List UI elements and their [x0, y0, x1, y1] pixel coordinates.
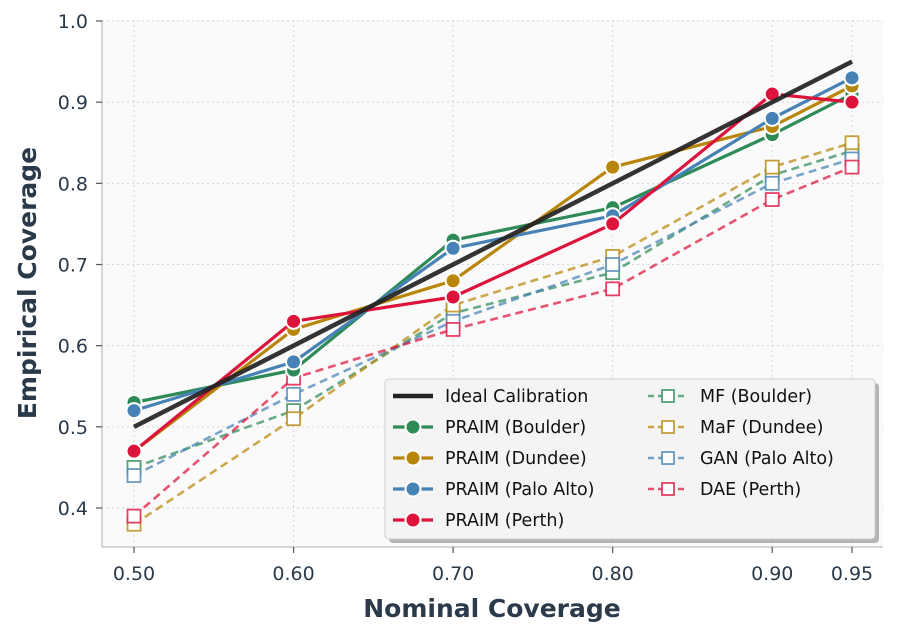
data-point — [126, 468, 142, 483]
data-point — [125, 402, 143, 420]
legend-marker — [661, 389, 675, 403]
legend-label: PRAIM (Dundee) — [445, 449, 587, 469]
legend-marker — [404, 511, 422, 529]
legend-marker — [661, 482, 675, 496]
data-point — [764, 192, 780, 207]
y-tick-label: 0.4 — [58, 498, 88, 520]
y-tick-label: 0.5 — [58, 417, 88, 439]
x-axis-title: Nominal Coverage — [363, 594, 620, 623]
series — [125, 69, 861, 532]
x-tick-label: 0.80 — [592, 563, 634, 585]
legend-item: GAN (Palo Alto) — [648, 449, 834, 469]
legend-label: GAN (Palo Alto) — [700, 449, 834, 469]
legend-label: PRAIM (Perth) — [445, 511, 564, 531]
data-point — [604, 158, 622, 176]
data-point — [844, 135, 860, 151]
data-point — [126, 508, 142, 524]
data-point — [764, 159, 780, 175]
series-line — [133, 165, 853, 518]
legend-item: PRAIM (Perth) — [393, 511, 564, 531]
legend-label: PRAIM (Boulder) — [445, 418, 586, 438]
legend-marker — [404, 418, 422, 436]
y-tick-label: 1.0 — [58, 11, 88, 33]
x-tick-label: 0.90 — [751, 563, 793, 585]
series-line — [133, 76, 853, 413]
legend-marker — [404, 480, 422, 498]
y-axis-title: Empirical Coverage — [13, 147, 42, 419]
data-point — [843, 93, 861, 111]
data-point — [605, 281, 621, 297]
data-point — [763, 109, 781, 127]
data-point — [764, 175, 780, 191]
series-line — [133, 149, 853, 469]
legend-item: DAE (Perth) — [648, 480, 801, 500]
data-point — [444, 239, 462, 257]
legend-marker — [404, 449, 422, 467]
data-point — [444, 272, 462, 290]
legend-item: MaF (Dundee) — [648, 418, 823, 438]
legend: Ideal Calibration PRAIM (Boulder) PRAIM (D… — [384, 378, 879, 543]
legend-label: MaF (Dundee) — [700, 418, 823, 438]
x-tick-label: 0.70 — [432, 563, 474, 585]
legend-label: Ideal Calibration — [445, 387, 588, 407]
legend-box — [384, 378, 876, 540]
data-point — [286, 386, 301, 402]
y-tick-label: 0.7 — [58, 255, 88, 277]
legend-label: MF (Boulder) — [700, 387, 812, 407]
data-point — [285, 353, 303, 371]
data-point — [843, 69, 861, 87]
data-point — [604, 215, 622, 233]
data-point — [285, 312, 303, 330]
axes — [101, 20, 883, 548]
legend-marker — [661, 451, 675, 465]
ideal-calibration-line — [132, 59, 854, 429]
legend-item: MF (Boulder) — [648, 387, 812, 407]
legend-item: Ideal Calibration — [393, 387, 588, 407]
legend-label: PRAIM (Palo Alto) — [445, 480, 594, 500]
legend-item: PRAIM (Boulder) — [393, 418, 586, 438]
data-point — [125, 442, 143, 460]
legend-item: PRAIM (Palo Alto) — [393, 480, 594, 500]
series-line — [133, 141, 853, 526]
data-point — [444, 288, 462, 306]
x-tick-label: 0.60 — [272, 563, 314, 585]
data-point — [445, 322, 461, 337]
x-tick-label: 0.95 — [831, 563, 873, 585]
data-point — [605, 257, 621, 272]
y-tick-label: 0.6 — [58, 336, 88, 358]
legend-label: DAE (Perth) — [700, 480, 801, 500]
legend-marker — [661, 420, 675, 434]
tick-labels: 0.4 0.5 0.6 0.7 0.8 0.9 1.0 0.50 0.60 0.70 0.80 0.9… — [58, 11, 873, 585]
y-tick-label: 0.8 — [58, 173, 88, 195]
x-tick-label: 0.50 — [113, 563, 155, 585]
data-point — [286, 411, 301, 427]
y-tick-label: 0.9 — [58, 92, 88, 114]
data-point — [844, 159, 860, 175]
ideal-calibration-line — [132, 59, 854, 429]
series-dae-perth — [126, 159, 860, 524]
legend-item: PRAIM (Dundee) — [393, 449, 587, 469]
series-line — [133, 157, 853, 477]
